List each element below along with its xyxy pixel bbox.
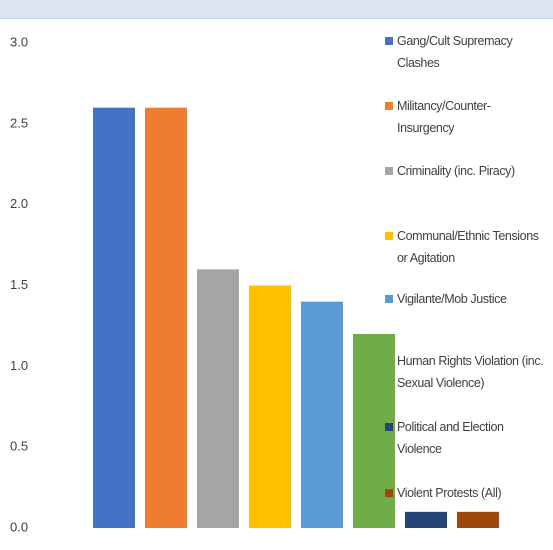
legend-item: Violent Protests (All) xyxy=(385,482,545,504)
legend-item: Communal/Ethnic Tensions or Agitation xyxy=(385,225,545,269)
legend-swatch xyxy=(385,295,393,303)
legend-label: Human Rights Violation (inc. Sexual Viol… xyxy=(397,354,544,390)
bar xyxy=(405,511,447,528)
legend-item: Criminality (inc. Piracy) xyxy=(385,160,545,182)
legend-swatch xyxy=(385,37,393,45)
y-tick-label: 1.0 xyxy=(10,358,28,373)
bar xyxy=(145,107,187,529)
y-tick-label: 0.5 xyxy=(10,439,28,454)
legend-label: Violent Protests (All) xyxy=(397,486,502,500)
legend-label: Gang/Cult Supremacy Clashes xyxy=(397,34,513,70)
legend-label: Political and Election Violence xyxy=(397,420,504,456)
legend-item: Militancy/Counter-Insurgency xyxy=(385,95,545,139)
legend-label: Criminality (inc. Piracy) xyxy=(397,164,515,178)
y-tick-label: 3.0 xyxy=(10,34,28,49)
y-tick-label: 2.5 xyxy=(10,115,28,130)
legend-swatch xyxy=(385,423,393,431)
legend-swatch xyxy=(385,489,393,497)
legend-label: Vigilante/Mob Justice xyxy=(397,292,507,306)
header-band xyxy=(0,0,553,19)
legend-item: Human Rights Violation (inc. Sexual Viol… xyxy=(385,350,545,394)
legend-swatch xyxy=(385,102,393,110)
legend-swatch xyxy=(385,167,393,175)
bar xyxy=(457,511,499,528)
y-tick-label: 0.0 xyxy=(10,519,28,534)
bar xyxy=(249,285,291,528)
legend-label: Communal/Ethnic Tensions or Agitation xyxy=(397,229,539,265)
y-tick-label: 2.0 xyxy=(10,196,28,211)
legend-item: Vigilante/Mob Justice xyxy=(385,288,545,310)
legend-item: Gang/Cult Supremacy Clashes xyxy=(385,30,545,74)
legend-swatch xyxy=(385,232,393,240)
bar xyxy=(93,107,135,529)
legend-item: Political and Election Violence xyxy=(385,416,545,460)
legend-label: Militancy/Counter-Insurgency xyxy=(397,99,491,135)
bar xyxy=(197,269,239,528)
legend-swatch xyxy=(385,357,393,365)
bar xyxy=(301,301,343,528)
y-tick-label: 1.5 xyxy=(10,277,28,292)
